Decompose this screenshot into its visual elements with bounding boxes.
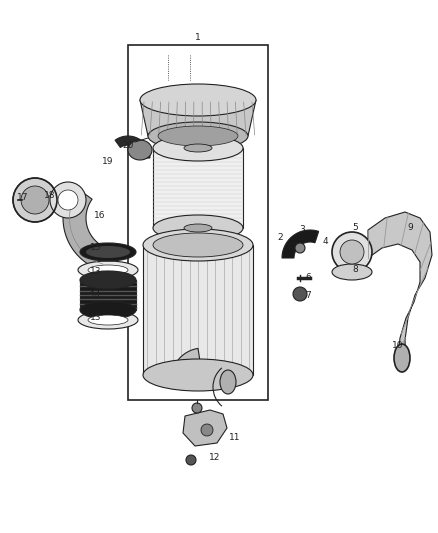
Ellipse shape bbox=[140, 84, 256, 116]
Ellipse shape bbox=[80, 301, 136, 319]
Ellipse shape bbox=[220, 370, 236, 394]
Polygon shape bbox=[368, 212, 432, 370]
Ellipse shape bbox=[86, 246, 130, 258]
Circle shape bbox=[192, 403, 202, 413]
Polygon shape bbox=[183, 410, 227, 446]
Ellipse shape bbox=[88, 265, 128, 275]
Ellipse shape bbox=[332, 232, 372, 272]
Ellipse shape bbox=[50, 182, 86, 218]
Ellipse shape bbox=[153, 215, 243, 241]
Text: 13: 13 bbox=[90, 313, 102, 322]
Polygon shape bbox=[282, 230, 319, 258]
Text: 17: 17 bbox=[17, 193, 29, 203]
Text: 11: 11 bbox=[229, 433, 241, 442]
Text: 15: 15 bbox=[90, 244, 102, 253]
Text: 18: 18 bbox=[44, 190, 56, 199]
Text: 14: 14 bbox=[90, 290, 102, 300]
Text: 8: 8 bbox=[352, 265, 358, 274]
Bar bbox=[143, 245, 253, 375]
Polygon shape bbox=[171, 349, 200, 380]
Ellipse shape bbox=[78, 261, 138, 279]
Text: 10: 10 bbox=[392, 341, 404, 350]
Ellipse shape bbox=[143, 359, 253, 391]
Ellipse shape bbox=[394, 344, 410, 372]
Text: 3: 3 bbox=[299, 225, 305, 235]
Ellipse shape bbox=[201, 424, 213, 436]
Bar bbox=[80, 280, 136, 310]
Ellipse shape bbox=[158, 126, 238, 146]
Polygon shape bbox=[115, 136, 150, 158]
Bar bbox=[153, 148, 243, 228]
Text: 20: 20 bbox=[122, 141, 134, 149]
Polygon shape bbox=[63, 185, 118, 273]
Ellipse shape bbox=[88, 315, 128, 325]
Ellipse shape bbox=[332, 264, 372, 280]
Text: 9: 9 bbox=[407, 223, 413, 232]
Ellipse shape bbox=[153, 135, 243, 161]
Ellipse shape bbox=[128, 140, 152, 160]
Text: 16: 16 bbox=[94, 211, 106, 220]
Text: 4: 4 bbox=[322, 238, 328, 246]
Circle shape bbox=[295, 243, 305, 253]
Ellipse shape bbox=[153, 233, 243, 257]
Circle shape bbox=[293, 287, 307, 301]
Text: 5: 5 bbox=[352, 223, 358, 232]
Ellipse shape bbox=[80, 271, 136, 289]
Ellipse shape bbox=[148, 122, 248, 150]
Text: 1: 1 bbox=[195, 34, 201, 43]
Ellipse shape bbox=[143, 229, 253, 261]
Ellipse shape bbox=[13, 178, 57, 222]
Ellipse shape bbox=[80, 243, 136, 261]
Circle shape bbox=[186, 455, 196, 465]
Text: 2: 2 bbox=[277, 233, 283, 243]
Ellipse shape bbox=[78, 311, 138, 329]
Ellipse shape bbox=[184, 224, 212, 232]
Polygon shape bbox=[140, 100, 256, 136]
Ellipse shape bbox=[21, 186, 49, 214]
Text: 7: 7 bbox=[305, 290, 311, 300]
Text: 19: 19 bbox=[102, 157, 114, 166]
Bar bbox=[128, 45, 268, 400]
Ellipse shape bbox=[58, 190, 78, 210]
Text: 13: 13 bbox=[90, 268, 102, 277]
Text: 12: 12 bbox=[209, 454, 221, 463]
Ellipse shape bbox=[184, 144, 212, 152]
Ellipse shape bbox=[340, 240, 364, 264]
Text: 6: 6 bbox=[305, 273, 311, 282]
